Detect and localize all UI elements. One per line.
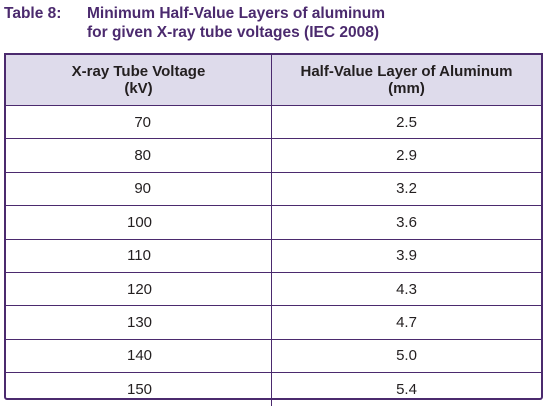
voltage-cell: 80	[6, 138, 272, 173]
caption-title-line-2: for given X-ray tube voltages (IEC 2008)	[87, 24, 380, 41]
table-row: 70 2.5	[6, 105, 541, 140]
header-tube-voltage: X-ray Tube Voltage (kV)	[6, 55, 272, 106]
hvl-cell: 3.6	[271, 205, 541, 240]
hvl-cell: 4.7	[271, 305, 541, 340]
voltage-cell: 150	[6, 372, 272, 406]
header-half-value-layer-label: Half-Value Layer of Aluminum	[300, 63, 513, 80]
table-row: 120 4.3	[6, 272, 541, 307]
table-row: 110 3.9	[6, 239, 541, 273]
hvl-cell: 3.9	[271, 239, 541, 273]
hvl-cell: 5.0	[271, 339, 541, 374]
voltage-cell: 130	[6, 305, 272, 340]
table-number: Table 8:	[4, 5, 62, 22]
caption-line-2: for given X-ray tube voltages (IEC 2008)	[4, 23, 385, 42]
hvl-cell: 2.9	[271, 138, 541, 173]
voltage-cell: 140	[6, 339, 272, 374]
hvl-cell: 4.3	[271, 272, 541, 307]
voltage-cell: 120	[6, 272, 272, 307]
hvl-cell: 3.2	[271, 172, 541, 207]
voltage-cell: 100	[6, 205, 272, 240]
table-row: 130 4.7	[6, 305, 541, 340]
hvl-table-container: X-ray Tube Voltage (kV) Half-Value Layer…	[4, 53, 543, 406]
header-half-value-layer-unit: (mm)	[388, 80, 425, 97]
table-row: 150 5.4	[6, 372, 541, 406]
table-caption: Table 8: Minimum Half-Value Layers of al…	[4, 4, 385, 42]
table-row: 80 2.9	[6, 138, 541, 173]
header-tube-voltage-label: X-ray Tube Voltage	[71, 63, 206, 80]
table-header-row: X-ray Tube Voltage (kV) Half-Value Layer…	[6, 55, 541, 106]
table-row: 90 3.2	[6, 172, 541, 207]
table-row: 140 5.0	[6, 339, 541, 374]
table-row: 100 3.6	[6, 205, 541, 240]
voltage-cell: 90	[6, 172, 272, 207]
caption-title-line-1: Minimum Half-Value Layers of aluminum	[87, 5, 386, 22]
voltage-cell: 70	[6, 105, 272, 140]
hvl-cell: 5.4	[396, 380, 417, 398]
hvl-cell: 2.5	[271, 105, 541, 140]
header-half-value-layer: Half-Value Layer of Aluminum (mm)	[271, 55, 541, 106]
hvl-table: X-ray Tube Voltage (kV) Half-Value Layer…	[6, 55, 541, 406]
caption-line-1: Table 8: Minimum Half-Value Layers of al…	[4, 4, 385, 23]
header-tube-voltage-unit: (kV)	[124, 80, 153, 97]
voltage-cell: 110	[6, 239, 272, 273]
